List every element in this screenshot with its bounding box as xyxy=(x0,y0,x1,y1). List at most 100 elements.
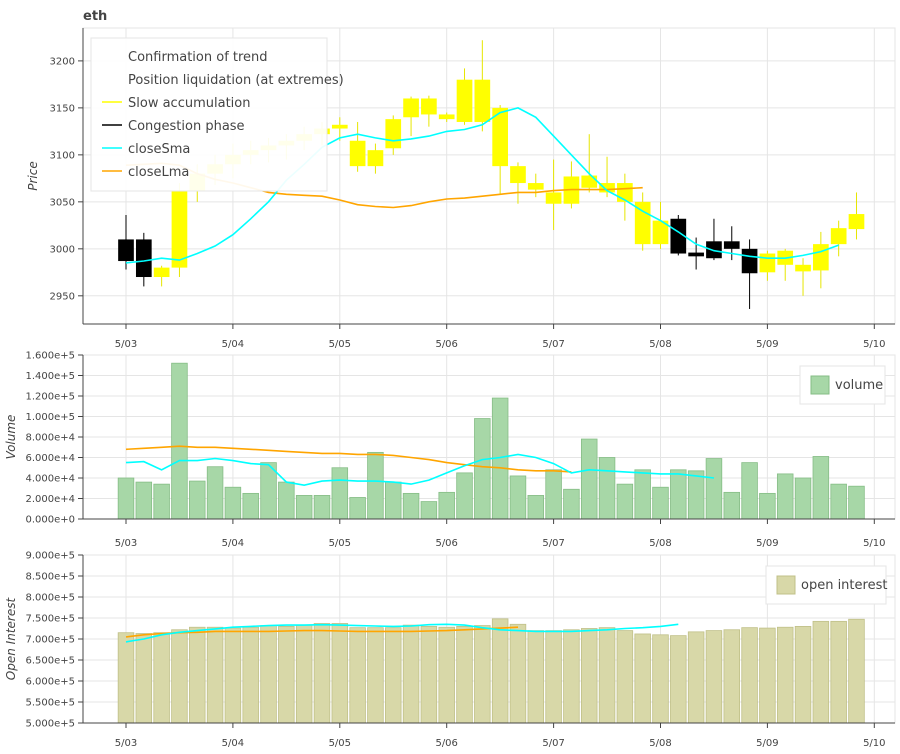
bar xyxy=(474,418,491,520)
bar xyxy=(117,477,135,520)
x-tick-label: 5/07 xyxy=(542,339,564,350)
bar xyxy=(456,626,473,724)
candle-body xyxy=(474,79,491,122)
candle-body xyxy=(581,175,598,188)
y-tick-label: 5.000e+5 xyxy=(25,719,75,730)
closelma-line xyxy=(125,626,519,638)
candle-body xyxy=(545,192,562,204)
bar xyxy=(117,632,135,724)
x-tick-label: 5/08 xyxy=(649,738,671,749)
bar xyxy=(313,623,331,724)
candle-body xyxy=(510,166,526,184)
chart-title: eth xyxy=(83,9,107,24)
oi-legend-swatch xyxy=(776,575,796,595)
candle-body xyxy=(813,244,829,271)
bar xyxy=(135,633,153,724)
y-tick-label: 0.000e+0 xyxy=(25,515,75,526)
candle-body xyxy=(706,241,722,259)
oi-y-tick-labels: 5.000e+5 5.500e+5 6.000e+5 6.500e+5 7.000e+5… xyxy=(25,551,83,730)
candle-body xyxy=(599,183,615,193)
bar xyxy=(278,626,295,724)
price-y-tick-labels: 2950 3000 3050 3100 3150 3200 xyxy=(50,56,83,302)
candle-body xyxy=(652,220,669,245)
bar xyxy=(242,492,259,520)
oi-legend-label: open interest xyxy=(801,578,887,593)
bar xyxy=(545,630,562,724)
x-tick-label: 5/05 xyxy=(329,538,351,549)
candle-body xyxy=(367,150,384,167)
x-tick-label: 5/03 xyxy=(115,339,137,350)
bar xyxy=(687,631,705,724)
x-tick-label: 5/04 xyxy=(222,339,244,350)
bar xyxy=(367,627,384,724)
oi-ma-lines xyxy=(125,623,679,643)
bar xyxy=(349,627,366,724)
bar xyxy=(634,633,651,724)
x-tick-label: 5/04 xyxy=(222,738,244,749)
bar xyxy=(616,630,634,724)
y-tick-label: 6.000e+5 xyxy=(25,677,75,688)
legend-label-closelma: closeLma xyxy=(128,165,189,180)
legend-label-closesma: closeSma xyxy=(128,142,190,157)
price-legend: Confirmation of trend Position liquidati… xyxy=(90,37,344,192)
bar xyxy=(385,481,402,520)
legend-label-congestion: Congestion phase xyxy=(128,119,245,134)
bar xyxy=(260,625,277,724)
legend-label-slow-accumulation: Slow accumulation xyxy=(128,96,250,111)
bar xyxy=(206,466,224,520)
bar xyxy=(705,630,723,724)
candle-body xyxy=(795,264,811,272)
y-tick-label: 7.000e+5 xyxy=(25,635,75,646)
oi-x-tick-labels: 5/03 5/04 5/05 5/06 5/07 5/08 5/09 5/10 xyxy=(115,723,886,749)
candle-body xyxy=(527,183,544,190)
bar xyxy=(652,634,669,724)
bar xyxy=(153,632,170,724)
candle-body xyxy=(153,267,170,278)
bar xyxy=(189,626,206,724)
candle-body xyxy=(759,253,776,273)
bar xyxy=(331,623,349,724)
y-tick-label: 3050 xyxy=(50,197,75,208)
bar xyxy=(474,625,491,724)
bar xyxy=(509,623,527,724)
candle-body xyxy=(830,228,847,245)
volume-ma-lines xyxy=(125,445,715,487)
bar xyxy=(634,469,651,520)
y-tick-label: 1.600e+5 xyxy=(25,351,75,362)
bar xyxy=(670,635,687,724)
bar xyxy=(278,481,295,520)
candle-body xyxy=(438,114,455,120)
candle-body xyxy=(688,252,704,257)
volume-legend-label: volume xyxy=(835,378,883,393)
bar xyxy=(776,626,794,724)
volume-bars xyxy=(117,362,865,520)
candle-body xyxy=(492,107,508,167)
volume-y-tick-labels: 0.000e+0 2.000e+4 4.000e+4 6.000e+4 8.000e+4… xyxy=(25,351,83,526)
bar xyxy=(652,486,669,520)
volume-panel: 0.000e+0 2.000e+4 4.000e+4 6.000e+4 8.000e+4… xyxy=(4,351,896,549)
candle-body xyxy=(118,239,134,262)
bar xyxy=(402,624,420,724)
y-tick-label: 1.200e+5 xyxy=(25,392,75,403)
bar xyxy=(580,628,598,724)
bar xyxy=(527,495,545,520)
x-tick-label: 5/06 xyxy=(435,538,457,549)
bar xyxy=(295,624,313,724)
candle-body xyxy=(421,98,437,115)
bar xyxy=(349,497,366,520)
y-tick-label: 8.000e+4 xyxy=(25,433,75,444)
bar xyxy=(723,491,741,520)
closelma-line xyxy=(125,445,572,473)
bar xyxy=(438,626,455,724)
x-tick-label: 5/08 xyxy=(649,538,671,549)
bar xyxy=(402,492,420,520)
legend-label-confirmation: Confirmation of trend xyxy=(128,50,268,65)
bar xyxy=(545,469,562,520)
bar xyxy=(848,485,865,520)
y-tick-label: 8.000e+5 xyxy=(25,593,75,604)
y-tick-label: 1.400e+5 xyxy=(25,371,75,382)
bar xyxy=(456,472,473,520)
bar xyxy=(580,438,598,520)
bar xyxy=(420,501,438,520)
